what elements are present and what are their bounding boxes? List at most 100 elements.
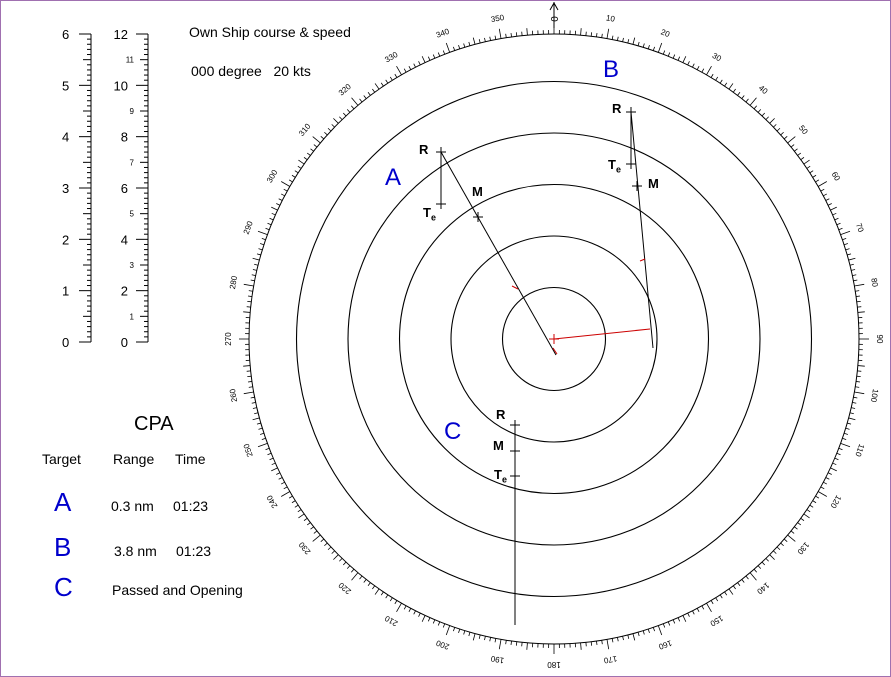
right-scale-minor-label: 3 bbox=[130, 261, 135, 270]
bearing-tick bbox=[478, 634, 481, 639]
bearing-tick bbox=[847, 422, 852, 425]
bearing-tick bbox=[849, 263, 854, 266]
bearing-tick bbox=[374, 588, 380, 595]
bearing-tick bbox=[265, 227, 270, 231]
bearing-tick bbox=[327, 127, 332, 132]
bearing-label: 230 bbox=[297, 540, 313, 556]
bearing-tick bbox=[271, 462, 276, 466]
right-scale-label: 4 bbox=[121, 232, 128, 247]
bearing-tick bbox=[324, 131, 328, 136]
bearing-tick bbox=[682, 56, 687, 63]
bearing-tick bbox=[351, 572, 359, 581]
bearing-tick bbox=[248, 290, 253, 292]
bearing-tick bbox=[394, 600, 398, 605]
bearing-tick bbox=[797, 522, 802, 526]
bearing-tick bbox=[830, 206, 837, 211]
bearing-tick bbox=[320, 135, 325, 140]
bearing-tick bbox=[303, 157, 308, 161]
left-scale-label: 5 bbox=[62, 78, 69, 93]
bearing-tick bbox=[825, 198, 830, 201]
bearing-tick bbox=[853, 396, 858, 399]
bearing-tick bbox=[753, 105, 758, 110]
right-scale-label: 0 bbox=[121, 335, 128, 350]
bearing-tick bbox=[374, 83, 380, 90]
bearing-tick bbox=[647, 628, 650, 634]
bearing-tick bbox=[320, 538, 325, 543]
bearing-tick bbox=[346, 565, 351, 569]
bearing-tick bbox=[647, 44, 650, 50]
bearing-label: 40 bbox=[757, 83, 770, 96]
bearing-tick bbox=[350, 105, 355, 110]
bearing-label: 290 bbox=[242, 219, 255, 235]
bearing-label: 250 bbox=[242, 442, 255, 458]
bearing-tick bbox=[710, 73, 714, 78]
bearing-tick bbox=[298, 159, 305, 165]
bearing-label: 220 bbox=[336, 580, 352, 596]
bearing-tick bbox=[297, 165, 302, 169]
bearing-tick bbox=[855, 386, 860, 388]
cpa-row-status: Passed and Opening bbox=[112, 582, 243, 598]
target-b-cpa-mark bbox=[639, 258, 646, 262]
bearing-tick bbox=[294, 504, 299, 508]
bearing-tick bbox=[258, 248, 263, 251]
bearing-tick bbox=[498, 639, 502, 650]
bearing-tick bbox=[800, 517, 805, 521]
bearing-tick bbox=[313, 530, 318, 534]
bearing-tick bbox=[339, 116, 343, 120]
bearing-tick bbox=[413, 610, 416, 615]
bearing-label: 320 bbox=[337, 82, 353, 98]
bearing-tick bbox=[312, 534, 321, 542]
bearing-tick bbox=[773, 550, 777, 554]
bearing-tick bbox=[827, 472, 832, 475]
bearing-tick bbox=[421, 615, 426, 622]
bearing-tick bbox=[845, 248, 850, 251]
bearing-tick bbox=[498, 28, 502, 39]
bearing-tick bbox=[254, 412, 259, 415]
bearing-tick bbox=[283, 486, 288, 490]
left-scale-label: 1 bbox=[62, 284, 69, 299]
bearing-tick bbox=[250, 279, 255, 282]
bearing-tick bbox=[696, 608, 700, 613]
bearing-tick bbox=[271, 212, 276, 216]
bearing-tick bbox=[359, 98, 363, 103]
bearing-tick bbox=[606, 28, 610, 39]
bearing-tick bbox=[701, 68, 705, 73]
bearing-tick bbox=[601, 640, 603, 645]
bearing-label: 90 bbox=[875, 335, 884, 344]
bearing-tick bbox=[849, 412, 854, 415]
bearing-tick bbox=[757, 565, 762, 569]
bearing-tick bbox=[261, 238, 266, 241]
bearing-tick bbox=[817, 491, 827, 497]
north-label: 0 bbox=[550, 16, 561, 22]
bearing-tick bbox=[367, 91, 371, 96]
bearing-tick bbox=[794, 526, 798, 530]
bearing-tick bbox=[510, 640, 512, 646]
bearing-tick bbox=[745, 575, 749, 580]
bearing-tick bbox=[780, 542, 784, 547]
bearing-tick bbox=[442, 50, 446, 55]
bearing-tick bbox=[596, 32, 598, 38]
bearing-tick bbox=[715, 76, 719, 81]
bearing-tick bbox=[298, 513, 305, 519]
bearing-label: 140 bbox=[755, 581, 771, 597]
bearing-tick bbox=[331, 550, 335, 554]
bearing-tick bbox=[458, 628, 461, 634]
bearing-tick bbox=[769, 118, 775, 124]
bearing-tick bbox=[710, 600, 714, 605]
bearing-tick bbox=[252, 257, 260, 261]
bearing-tick bbox=[706, 66, 712, 76]
target-a-cpa-mark bbox=[511, 285, 519, 290]
bearing-tick bbox=[851, 269, 856, 271]
bearing-label: 300 bbox=[265, 168, 280, 185]
bearing-tick bbox=[453, 627, 456, 632]
bearing-tick bbox=[790, 530, 795, 534]
bearing-tick bbox=[724, 591, 728, 596]
bearing-tick bbox=[505, 640, 507, 645]
bearing-tick bbox=[267, 222, 272, 226]
cpa-row-time: 01:23 bbox=[176, 543, 212, 559]
bearing-tick bbox=[637, 41, 640, 46]
bearing-tick bbox=[252, 417, 260, 421]
bearing-tick bbox=[269, 217, 274, 221]
target-a-relative-track bbox=[440, 151, 557, 356]
bearing-tick bbox=[276, 472, 281, 475]
